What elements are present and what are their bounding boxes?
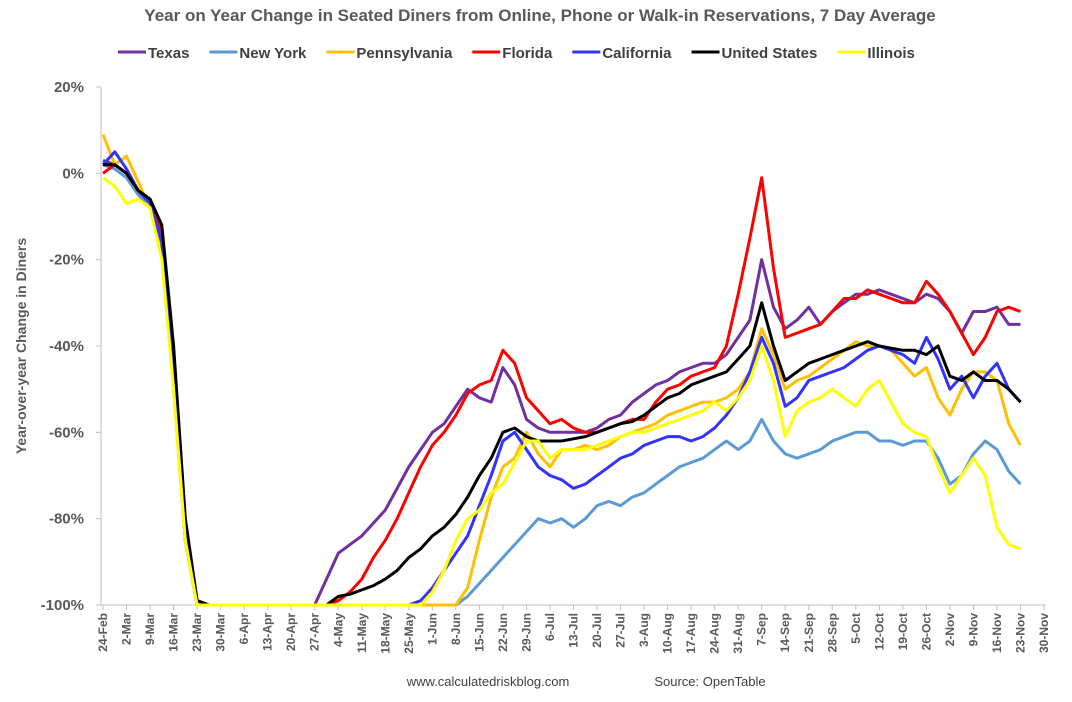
series-line — [101, 150, 1022, 607]
y-tick-label: -40% — [49, 338, 84, 355]
x-tick-label: 26-Oct — [919, 613, 933, 650]
series-line — [102, 176, 1022, 607]
source-url: www.calculatedriskblog.com — [406, 674, 570, 689]
x-tick-label: 2-Mar — [120, 613, 134, 645]
series-line — [101, 133, 1022, 607]
x-tick-label: 24-Feb — [96, 613, 110, 652]
x-tick-label: 16-Nov — [990, 613, 1004, 653]
x-tick-label: 6-Apr — [237, 613, 251, 645]
legend-label: Florida — [502, 45, 553, 62]
x-tick-label: 22-Jun — [496, 613, 510, 652]
chart-title: Year on Year Change in Seated Diners fro… — [144, 6, 935, 25]
legend-label: Texas — [148, 45, 189, 62]
legend-label: United States — [722, 45, 818, 62]
x-tick-label: 9-Nov — [966, 613, 980, 647]
x-tick-label: 13-Jul — [567, 613, 581, 648]
x-tick-label: 2-Nov — [943, 613, 957, 647]
x-tick-label: 15-Jun — [472, 613, 486, 652]
source-note: Source: OpenTable — [654, 674, 765, 689]
x-tick-label: 7-Sep — [755, 613, 769, 646]
x-tick-label: 3-Aug — [637, 613, 651, 647]
x-tick-label: 18-May — [378, 613, 392, 654]
x-tick-label: 27-Apr — [308, 613, 322, 651]
y-axis-label: Year-over-year Change in Diners — [13, 238, 29, 455]
y-tick-label: 20% — [54, 79, 84, 96]
x-tick-label: 17-Aug — [684, 613, 698, 654]
x-tick-label: 20-Jul — [590, 613, 604, 648]
x-tick-label: 25-May — [402, 613, 416, 654]
x-tick-label: 1-Jun — [425, 613, 439, 645]
x-tick-label: 30-Mar — [214, 613, 228, 652]
x-tick-label: 31-Aug — [731, 613, 745, 654]
x-tick-label: 13-Apr — [261, 613, 275, 651]
x-tick-label: 14-Sep — [778, 613, 792, 652]
x-tick-label: 21-Sep — [802, 613, 816, 652]
x-tick-label: 30-Nov — [1037, 613, 1051, 653]
x-tick-label: 29-Jun — [519, 613, 533, 652]
y-tick-label: -80% — [49, 511, 84, 528]
legend-label: New York — [239, 45, 307, 62]
y-tick-label: -60% — [49, 424, 84, 441]
y-tick-label: -100% — [41, 597, 84, 614]
x-tick-label: 12-Oct — [872, 613, 886, 650]
x-tick-label: 27-Jul — [614, 613, 628, 648]
x-tick-label: 23-Mar — [190, 613, 204, 652]
x-tick-label: 16-Mar — [167, 613, 181, 652]
y-tick-label: 0% — [62, 165, 84, 182]
x-tick-label: 5-Oct — [849, 613, 863, 644]
y-tick-label: -20% — [49, 252, 84, 269]
x-tick-label: 28-Sep — [825, 613, 839, 652]
x-tick-label: 19-Oct — [896, 613, 910, 650]
legend-label: California — [602, 45, 672, 62]
x-tick-label: 23-Nov — [1013, 613, 1027, 653]
legend-label: Illinois — [867, 45, 915, 62]
x-tick-label: 6-Jul — [543, 613, 557, 641]
x-tick-label: 24-Aug — [708, 613, 722, 654]
x-tick-label: 20-Apr — [284, 613, 298, 651]
x-tick-label: 4-May — [331, 613, 345, 647]
x-tick-label: 9-Mar — [143, 613, 157, 645]
x-tick-label: 8-Jun — [449, 613, 463, 645]
x-tick-label: 10-Aug — [661, 613, 675, 654]
legend-label: Pennsylvania — [356, 45, 453, 62]
series-line — [102, 158, 1021, 607]
x-tick-label: 11-May — [355, 613, 369, 653]
